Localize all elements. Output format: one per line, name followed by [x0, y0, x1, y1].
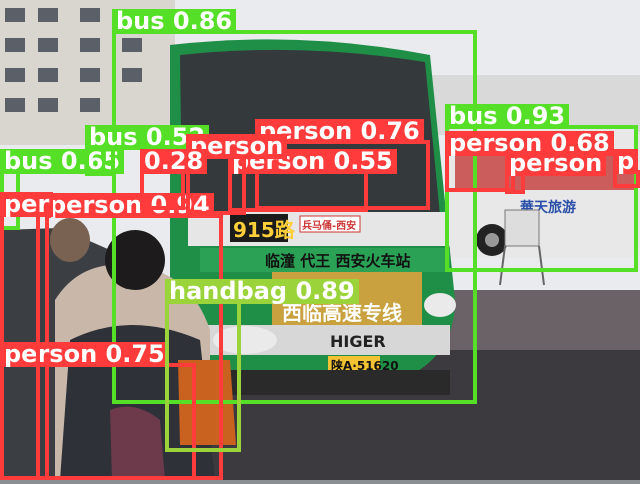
person-head-2: [105, 230, 165, 290]
sign-stand: [504, 209, 540, 247]
detection-label: p: [613, 149, 639, 174]
detection-box-bus: bus 0.93: [445, 104, 638, 272]
building-windows: [5, 8, 142, 112]
detection-box-person: person 0.75: [0, 342, 196, 480]
detection-label: person 0.94: [45, 193, 214, 218]
detection-label: person 0.76: [255, 119, 424, 144]
person-head-1: [50, 218, 90, 262]
detection-box-handbag: handbag 0.89: [165, 279, 359, 452]
bus-destination-banner: 临潼 代王 西安火车站: [265, 252, 410, 270]
detection-box-person: per: [0, 192, 54, 480]
detection-label: bus 0.93: [445, 104, 570, 129]
detection-box-bus: bus 0.52: [85, 125, 210, 176]
bus-route-number: 915路: [233, 218, 296, 242]
detection-label: bus 0.86: [112, 9, 237, 34]
detection-label: person 0.75: [0, 342, 169, 367]
detection-label: person: [505, 151, 607, 176]
bus-lower-banner: 西临高速专线: [282, 301, 402, 325]
bus-brand: HIGER: [330, 332, 386, 351]
detection-box-person: person: [505, 151, 607, 194]
detection-label: 0.28: [140, 149, 208, 174]
detection-box-person: person 0.55: [228, 149, 397, 212]
bus-bumper: [200, 370, 450, 395]
detection-label: bus 0.65: [0, 149, 125, 174]
detection-box-person: person 0.76: [255, 119, 430, 210]
umbrella: [110, 406, 165, 480]
bus-route-sign: 兵马俑-西安: [302, 219, 356, 232]
headlight-right: [424, 293, 456, 317]
svg-text:陕A·51620: 陕A·51620: [331, 358, 399, 373]
license-plate: [328, 356, 380, 374]
headlight-left: [213, 326, 277, 354]
detection-box-person: p: [613, 149, 640, 188]
detection-label: handbag 0.89: [165, 279, 359, 304]
detection-box-person: 0.28: [140, 149, 208, 210]
detection-label: per: [0, 192, 54, 217]
